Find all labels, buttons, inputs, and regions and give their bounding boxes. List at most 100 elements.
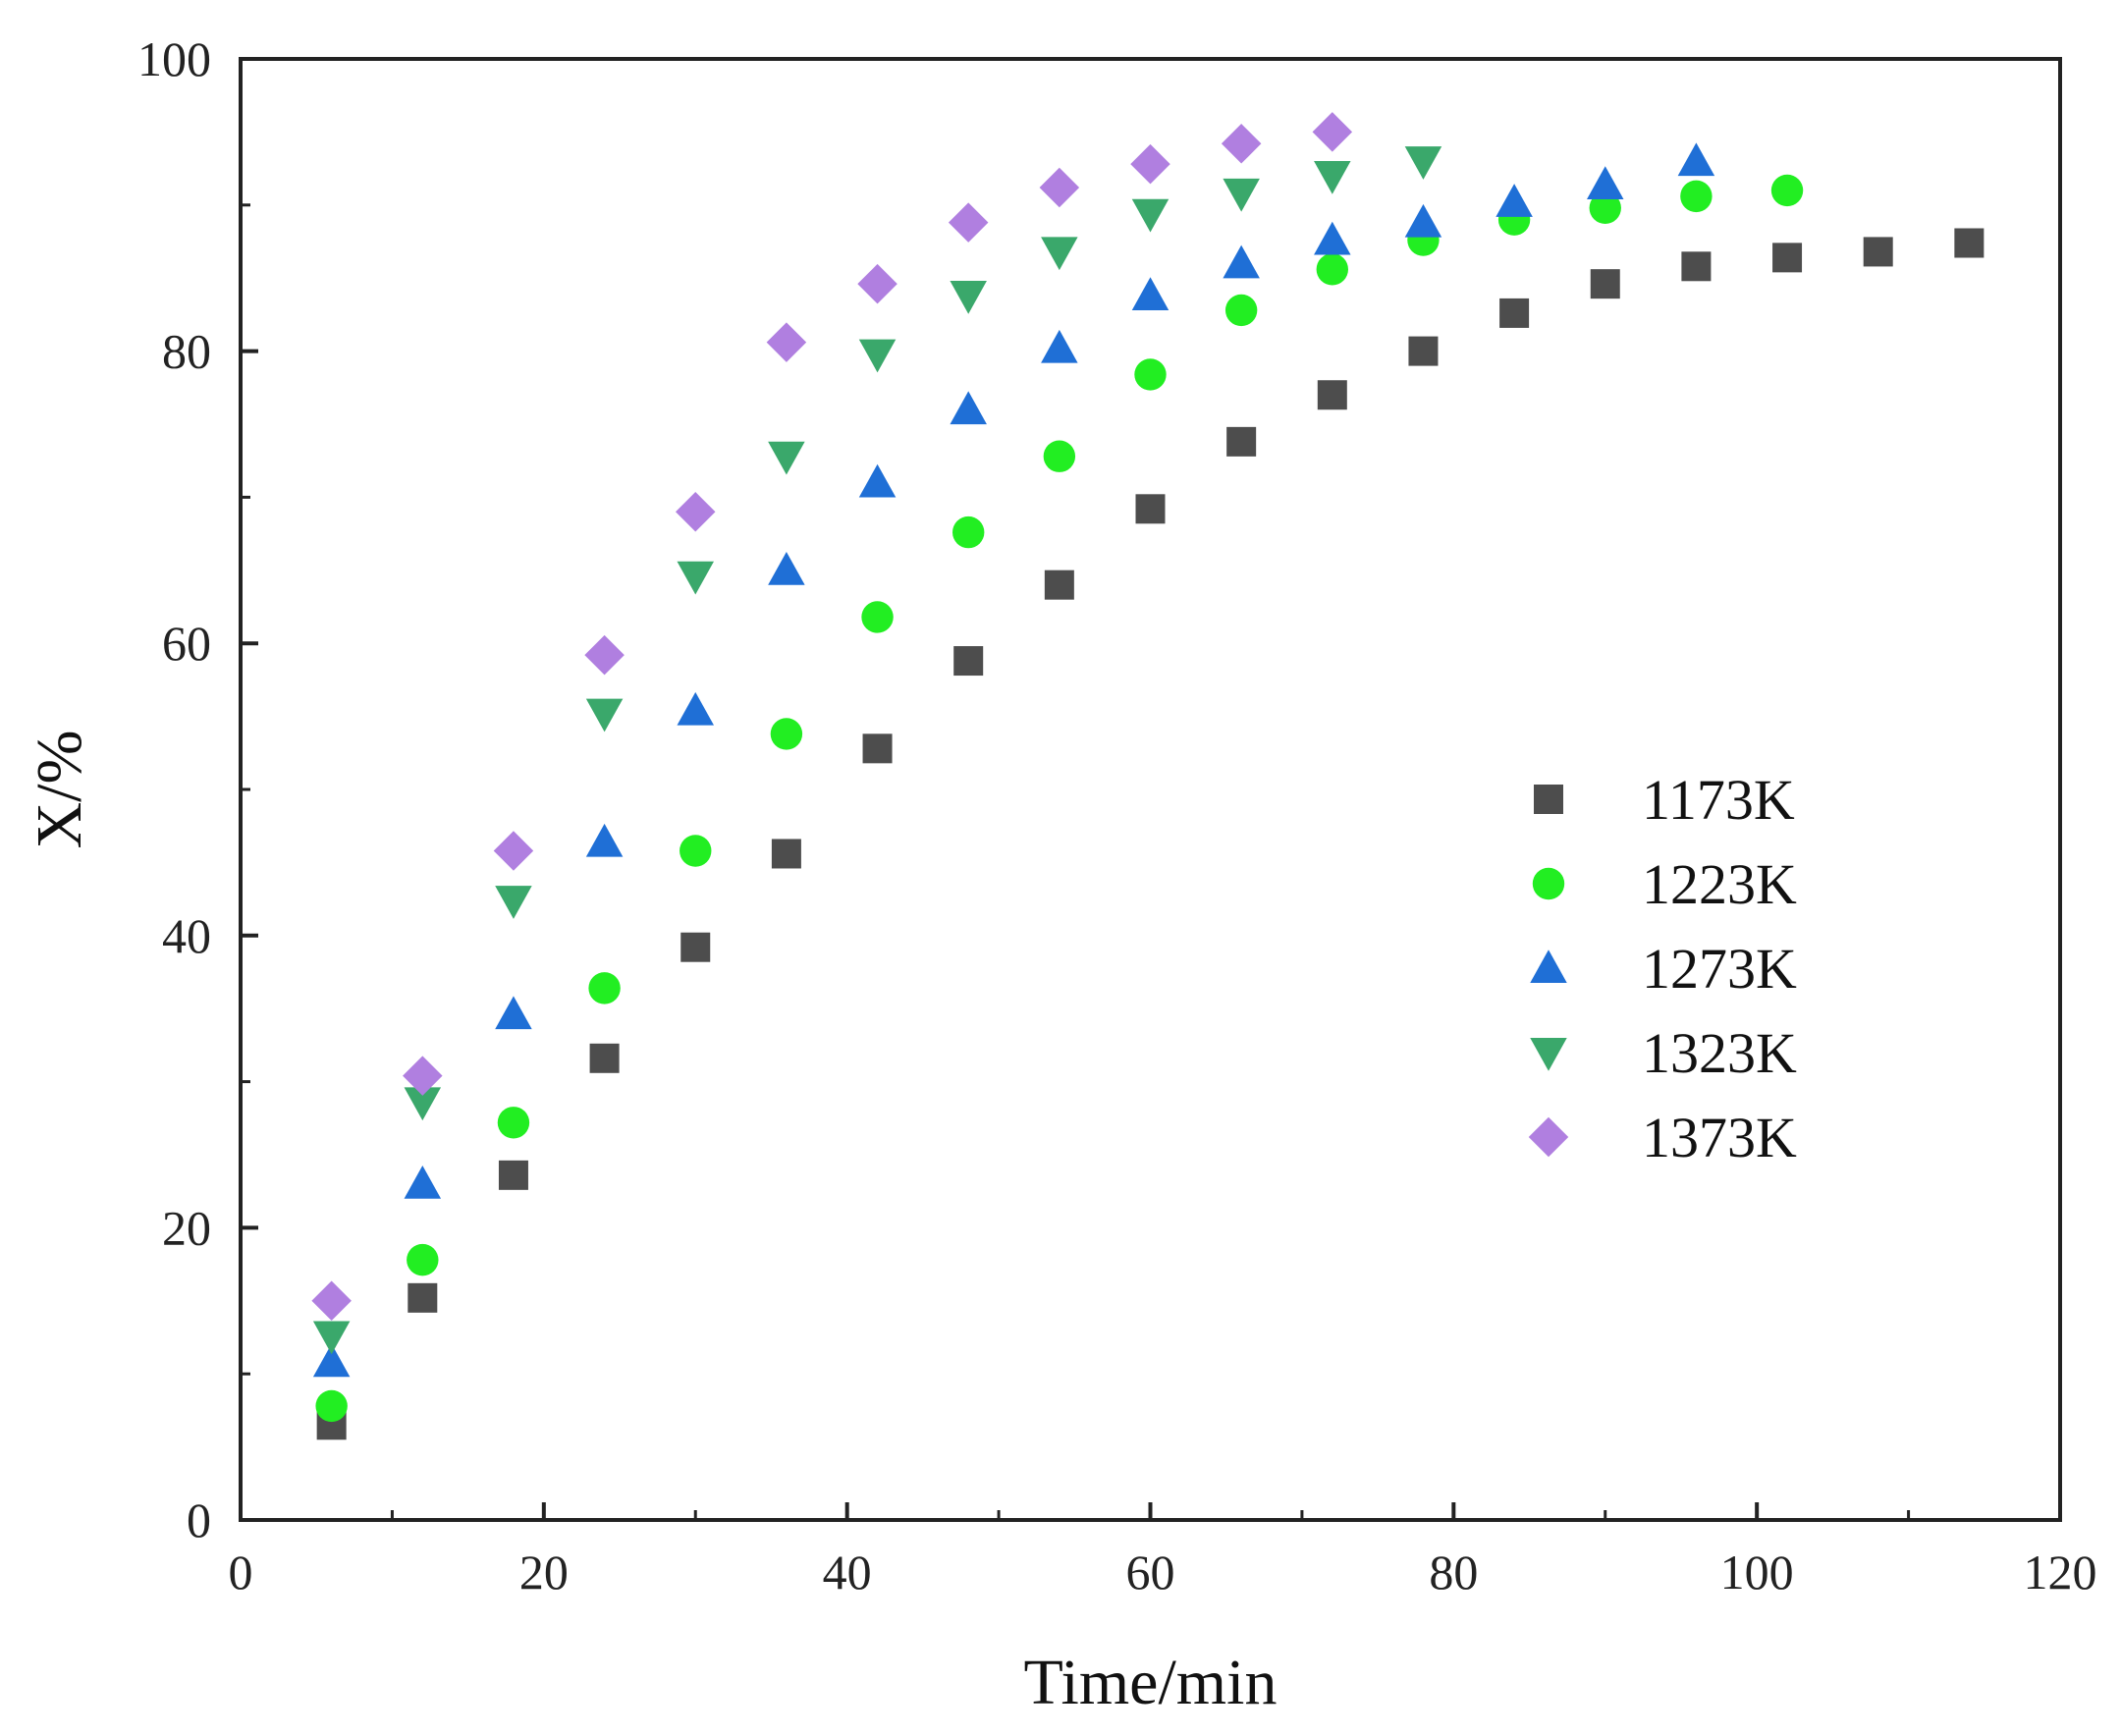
data-point-1323K [404,1087,442,1121]
legend-item: 1273K [1530,937,1797,1001]
x-tick-label: 20 [519,1545,569,1600]
series-1273K [312,142,1715,1378]
data-point-1173K [498,1160,528,1190]
data-point-1173K [862,733,893,764]
data-point-1323K [1314,161,1351,194]
y-tick-label: 100 [137,31,211,86]
data-point-1173K [589,1043,620,1073]
data-point-1223K [315,1389,348,1423]
data-point-1223K [952,515,985,549]
y-tick-label: 40 [162,908,211,963]
axis-ticks: 0 20 40 60 80 100 120 0 20 40 60 80 100 [137,31,2097,1600]
data-point-1223K [1770,174,1804,207]
data-point-1323K [585,698,624,732]
data-point-1173K [771,839,801,869]
legend: 1173K 1223K 1273K 1323K 1373K [1528,768,1797,1169]
x-tick-label: 0 [229,1545,253,1600]
x-tick-label: 80 [1429,1545,1478,1600]
data-point-1373K [584,634,625,676]
data-point-1273K [768,552,805,585]
data-point-1223K [1224,294,1258,327]
data-point-1173K [1681,251,1712,282]
series-1223K [315,174,1804,1423]
data-point-1223K [680,835,712,867]
y-tick-label: 60 [162,616,211,671]
x-tick-label: 40 [823,1545,872,1600]
data-point-1323K [495,886,532,919]
x-tick-label: 60 [1126,1545,1175,1600]
legend-marker-1373K [1528,1116,1569,1158]
data-point-1273K [1223,244,1260,279]
y-tick-label: 80 [162,324,211,379]
x-tick-label: 120 [2024,1545,2097,1600]
data-point-1223K [1589,191,1621,224]
data-point-1373K [1312,112,1353,152]
data-point-1173K [953,646,984,677]
data-point-1173K [1044,570,1074,600]
data-point-1173K [1226,426,1257,457]
x-tick-label: 100 [1720,1545,1794,1600]
data-point-1223K [770,718,803,750]
data-point-1373K [311,1280,352,1322]
legend-label: 1373K [1642,1106,1797,1169]
data-point-1323K [1131,198,1169,233]
data-point-1223K [497,1107,530,1139]
data-point-1273K [1041,329,1078,363]
data-point-1223K [407,1243,439,1276]
legend-marker-1223K [1532,867,1565,900]
legend-label: 1223K [1642,852,1797,916]
data-point-1373K [1039,167,1080,208]
data-point-1273K [495,996,532,1030]
data-point-1323K [950,281,987,314]
y-tick-label: 0 [187,1492,211,1547]
y-tick-label: 20 [162,1200,211,1255]
legend-marker-1273K [1530,949,1567,983]
data-point-1323K [1223,178,1260,212]
legend-label: 1323K [1642,1021,1797,1085]
data-point-1273K [677,691,714,726]
data-point-1323K [858,339,897,373]
data-point-1223K [861,601,894,633]
data-point-1323K [1041,237,1078,271]
data-point-1173K [1863,237,1893,267]
data-markers [311,112,1985,1440]
data-point-1223K [588,972,621,1004]
data-point-1373K [948,202,989,243]
data-point-1223K [1316,253,1349,286]
data-point-1273K [858,463,897,498]
data-point-1173K [1772,243,1803,273]
data-point-1323K [677,561,714,595]
data-point-1173K [1408,336,1439,366]
legend-label: 1173K [1642,768,1795,832]
data-point-1173K [1590,269,1620,299]
y-axis-title: X/% [24,731,95,849]
data-point-1373K [493,831,534,871]
data-point-1223K [1043,440,1076,472]
data-point-1273K [950,391,987,425]
legend-item: 1173K [1534,768,1795,832]
data-point-1273K [1677,142,1715,177]
legend-item: 1373K [1528,1106,1797,1169]
data-point-1323K [1404,146,1442,180]
data-point-1273K [1587,166,1624,199]
data-point-1273K [1496,184,1533,217]
data-point-1273K [404,1166,442,1199]
data-point-1173K [408,1282,438,1313]
data-point-1173K [680,932,711,962]
series-1373K [311,112,1353,1322]
data-point-1273K [312,1343,351,1378]
data-point-1223K [1680,180,1713,213]
data-point-1173K [1317,380,1347,410]
data-point-1373K [676,492,716,532]
data-point-1323K [312,1321,351,1355]
data-point-1273K [1131,277,1169,311]
legend-item: 1223K [1532,852,1797,916]
legend-marker-1173K [1534,785,1563,814]
data-point-1273K [585,823,624,857]
data-point-1173K [1954,228,1985,258]
data-point-1173K [1499,298,1530,328]
legend-marker-1323K [1530,1038,1567,1071]
data-point-1373K [1130,143,1170,185]
